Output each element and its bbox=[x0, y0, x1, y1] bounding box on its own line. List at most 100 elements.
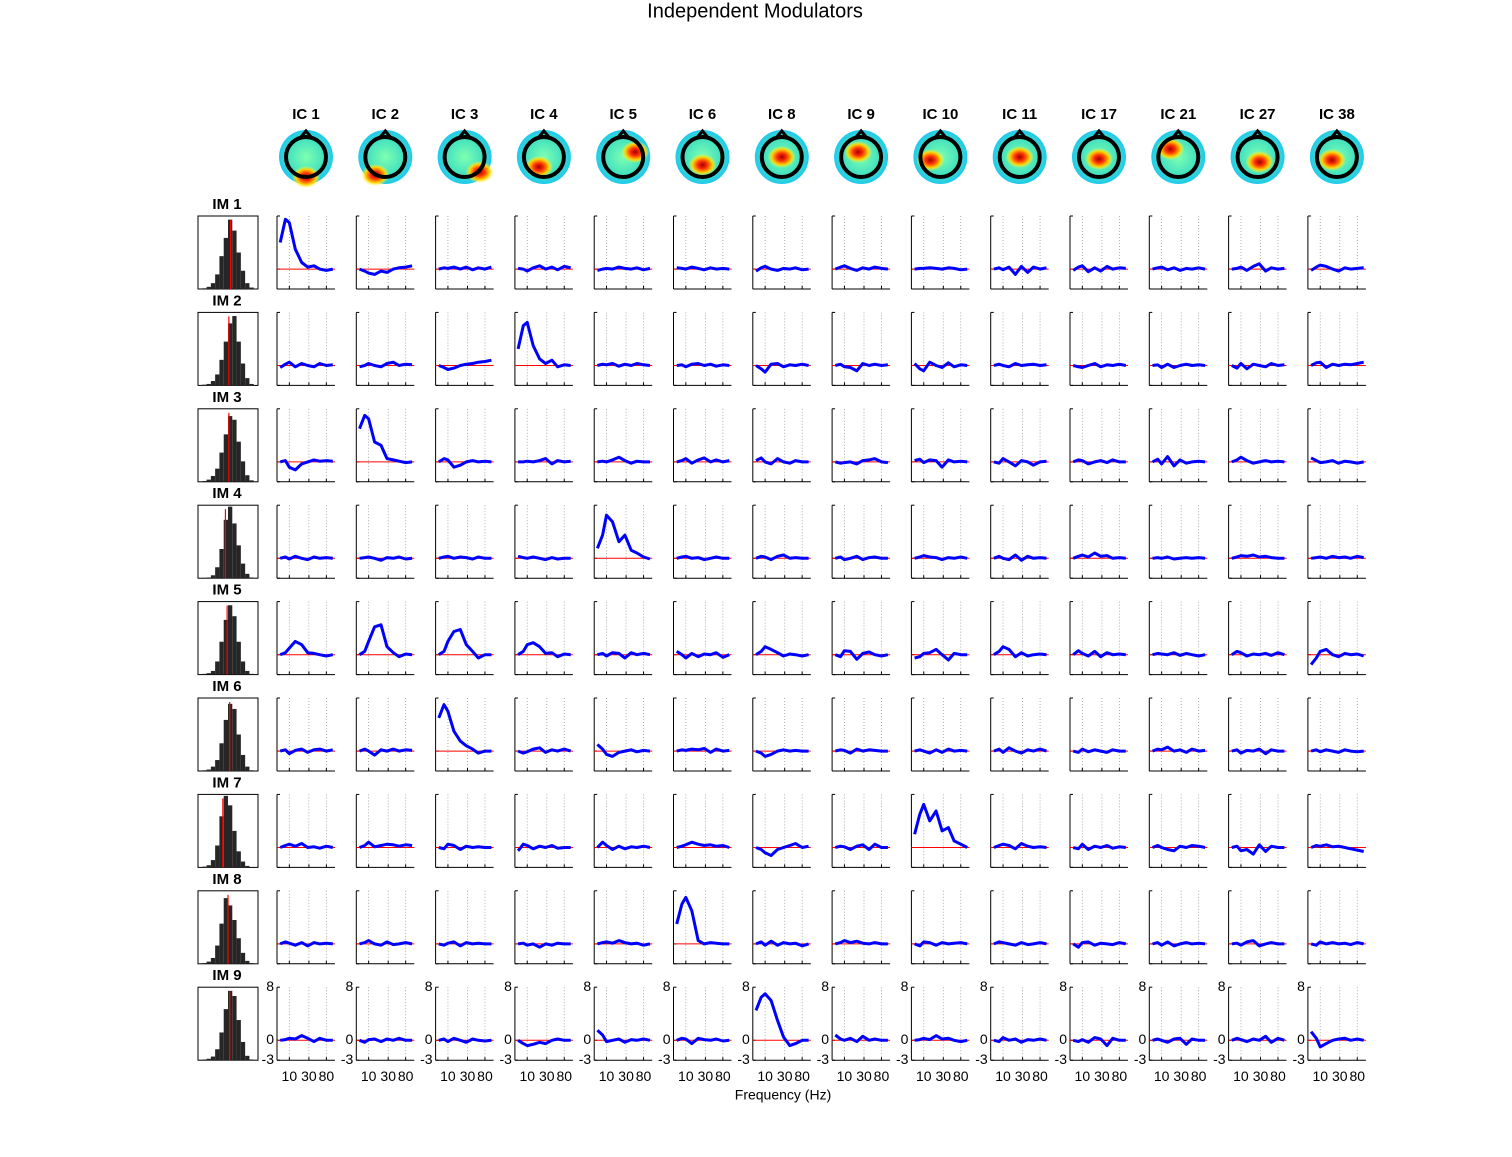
spectrum-line bbox=[993, 362, 1047, 369]
panel-background bbox=[356, 312, 415, 386]
spectrum-line bbox=[755, 553, 809, 562]
histogram-bar bbox=[249, 383, 254, 386]
histogram-bar bbox=[206, 1058, 211, 1061]
panel-background bbox=[1228, 505, 1287, 579]
histogram-bar bbox=[245, 960, 250, 964]
spectrum-line bbox=[438, 358, 492, 371]
column-title: IC 5 bbox=[609, 106, 637, 123]
y-tick-label: -3 bbox=[658, 1051, 671, 1067]
spectrum-line bbox=[755, 939, 810, 948]
spectrum-line bbox=[834, 362, 889, 373]
spectrum-line bbox=[914, 747, 968, 755]
panel-background bbox=[832, 698, 891, 771]
head-nose bbox=[854, 128, 868, 138]
histogram-bar bbox=[215, 945, 220, 964]
histogram-bar bbox=[249, 480, 254, 482]
histogram-bar bbox=[240, 1041, 246, 1061]
spectrum-line bbox=[1152, 362, 1206, 369]
spectrum-line bbox=[1309, 647, 1365, 666]
spectrum-line bbox=[517, 264, 572, 273]
histogram-bar bbox=[228, 605, 233, 675]
panel-background bbox=[277, 312, 335, 386]
column-title: IC 6 bbox=[689, 106, 717, 123]
histogram-bar bbox=[206, 286, 211, 289]
panel-background bbox=[1307, 890, 1366, 964]
spectrum-line bbox=[516, 842, 571, 852]
panel-background bbox=[594, 505, 653, 579]
histogram-bar bbox=[228, 323, 233, 386]
spectrum-line bbox=[1310, 360, 1364, 369]
spectrum-line bbox=[1231, 843, 1285, 856]
spectrum-line bbox=[358, 840, 413, 849]
panel-background bbox=[990, 216, 1049, 289]
y-tick-label: -3 bbox=[1213, 1051, 1226, 1067]
spectrum-line bbox=[834, 747, 888, 755]
spectrum-line bbox=[279, 940, 333, 948]
spectrum-line bbox=[1230, 649, 1285, 658]
spectrum-line bbox=[914, 1034, 968, 1044]
spectrum-line bbox=[913, 360, 968, 373]
spectrum-line bbox=[834, 264, 889, 272]
histogram-bar bbox=[236, 641, 241, 675]
panel-background bbox=[752, 794, 811, 868]
panel-background bbox=[1307, 698, 1366, 771]
head-outline bbox=[918, 135, 963, 179]
spectrum-line bbox=[279, 842, 334, 850]
x-tick-label: 10 bbox=[678, 1068, 694, 1084]
histogram-bar bbox=[215, 1049, 220, 1061]
spectrum-line bbox=[517, 641, 571, 659]
x-tick-label: 10 bbox=[361, 1068, 377, 1084]
scalp-blob bbox=[1085, 148, 1113, 170]
spectrum-line bbox=[279, 639, 334, 658]
y-tick-label: -3 bbox=[579, 1051, 592, 1067]
panel-background bbox=[832, 216, 891, 289]
panel-background bbox=[990, 890, 1049, 964]
panel-background bbox=[1149, 794, 1208, 868]
panel-background bbox=[277, 698, 335, 771]
histogram-bar bbox=[249, 673, 254, 675]
panel-background bbox=[435, 216, 494, 289]
histogram-bar bbox=[202, 288, 207, 289]
panel-background bbox=[752, 601, 811, 675]
spectrum-line bbox=[1310, 748, 1364, 754]
histogram-bar bbox=[232, 995, 237, 1061]
panel-background bbox=[1070, 505, 1128, 579]
panel-background bbox=[514, 216, 573, 289]
spectrum-line bbox=[359, 555, 413, 562]
y-tick-label: 0 bbox=[1297, 1031, 1305, 1047]
y-tick-label: 0 bbox=[504, 1031, 512, 1047]
histogram-bar bbox=[236, 1020, 241, 1061]
row-label: IM 4 bbox=[212, 485, 242, 502]
panel-background bbox=[752, 505, 811, 579]
spectrum-line bbox=[755, 748, 809, 758]
histogram-bar bbox=[219, 816, 224, 868]
spectrum-line bbox=[438, 1036, 492, 1044]
spectrum-line bbox=[754, 992, 809, 1048]
head-nose bbox=[299, 128, 313, 138]
panel-background bbox=[1228, 216, 1287, 289]
panel-background bbox=[514, 890, 573, 964]
panel-background bbox=[673, 505, 732, 579]
spectrum-line bbox=[596, 743, 651, 758]
spectrum-line bbox=[1231, 553, 1285, 560]
x-tick-label: 80 bbox=[1349, 1068, 1365, 1084]
panel-background bbox=[752, 698, 811, 771]
y-tick-label: 0 bbox=[425, 1031, 433, 1047]
spectrum-line bbox=[1310, 843, 1365, 853]
panel-background bbox=[1070, 890, 1128, 964]
panel-background bbox=[911, 987, 970, 1061]
spectrum-line bbox=[676, 840, 730, 849]
histogram-bar bbox=[228, 416, 233, 482]
y-tick-label: 8 bbox=[742, 978, 750, 994]
histogram-bar bbox=[240, 661, 246, 675]
histogram-bar bbox=[210, 1056, 216, 1061]
panel-background bbox=[1228, 987, 1287, 1061]
spectrum-line bbox=[438, 940, 492, 948]
x-tick-label: 10 bbox=[757, 1068, 773, 1084]
y-tick-label: 8 bbox=[980, 978, 988, 994]
x-tick-label: 80 bbox=[398, 1068, 414, 1084]
histogram-bar bbox=[223, 619, 228, 675]
spectrum-line bbox=[1072, 1036, 1126, 1048]
histogram-bar bbox=[232, 523, 237, 579]
histogram-bar bbox=[223, 237, 228, 289]
